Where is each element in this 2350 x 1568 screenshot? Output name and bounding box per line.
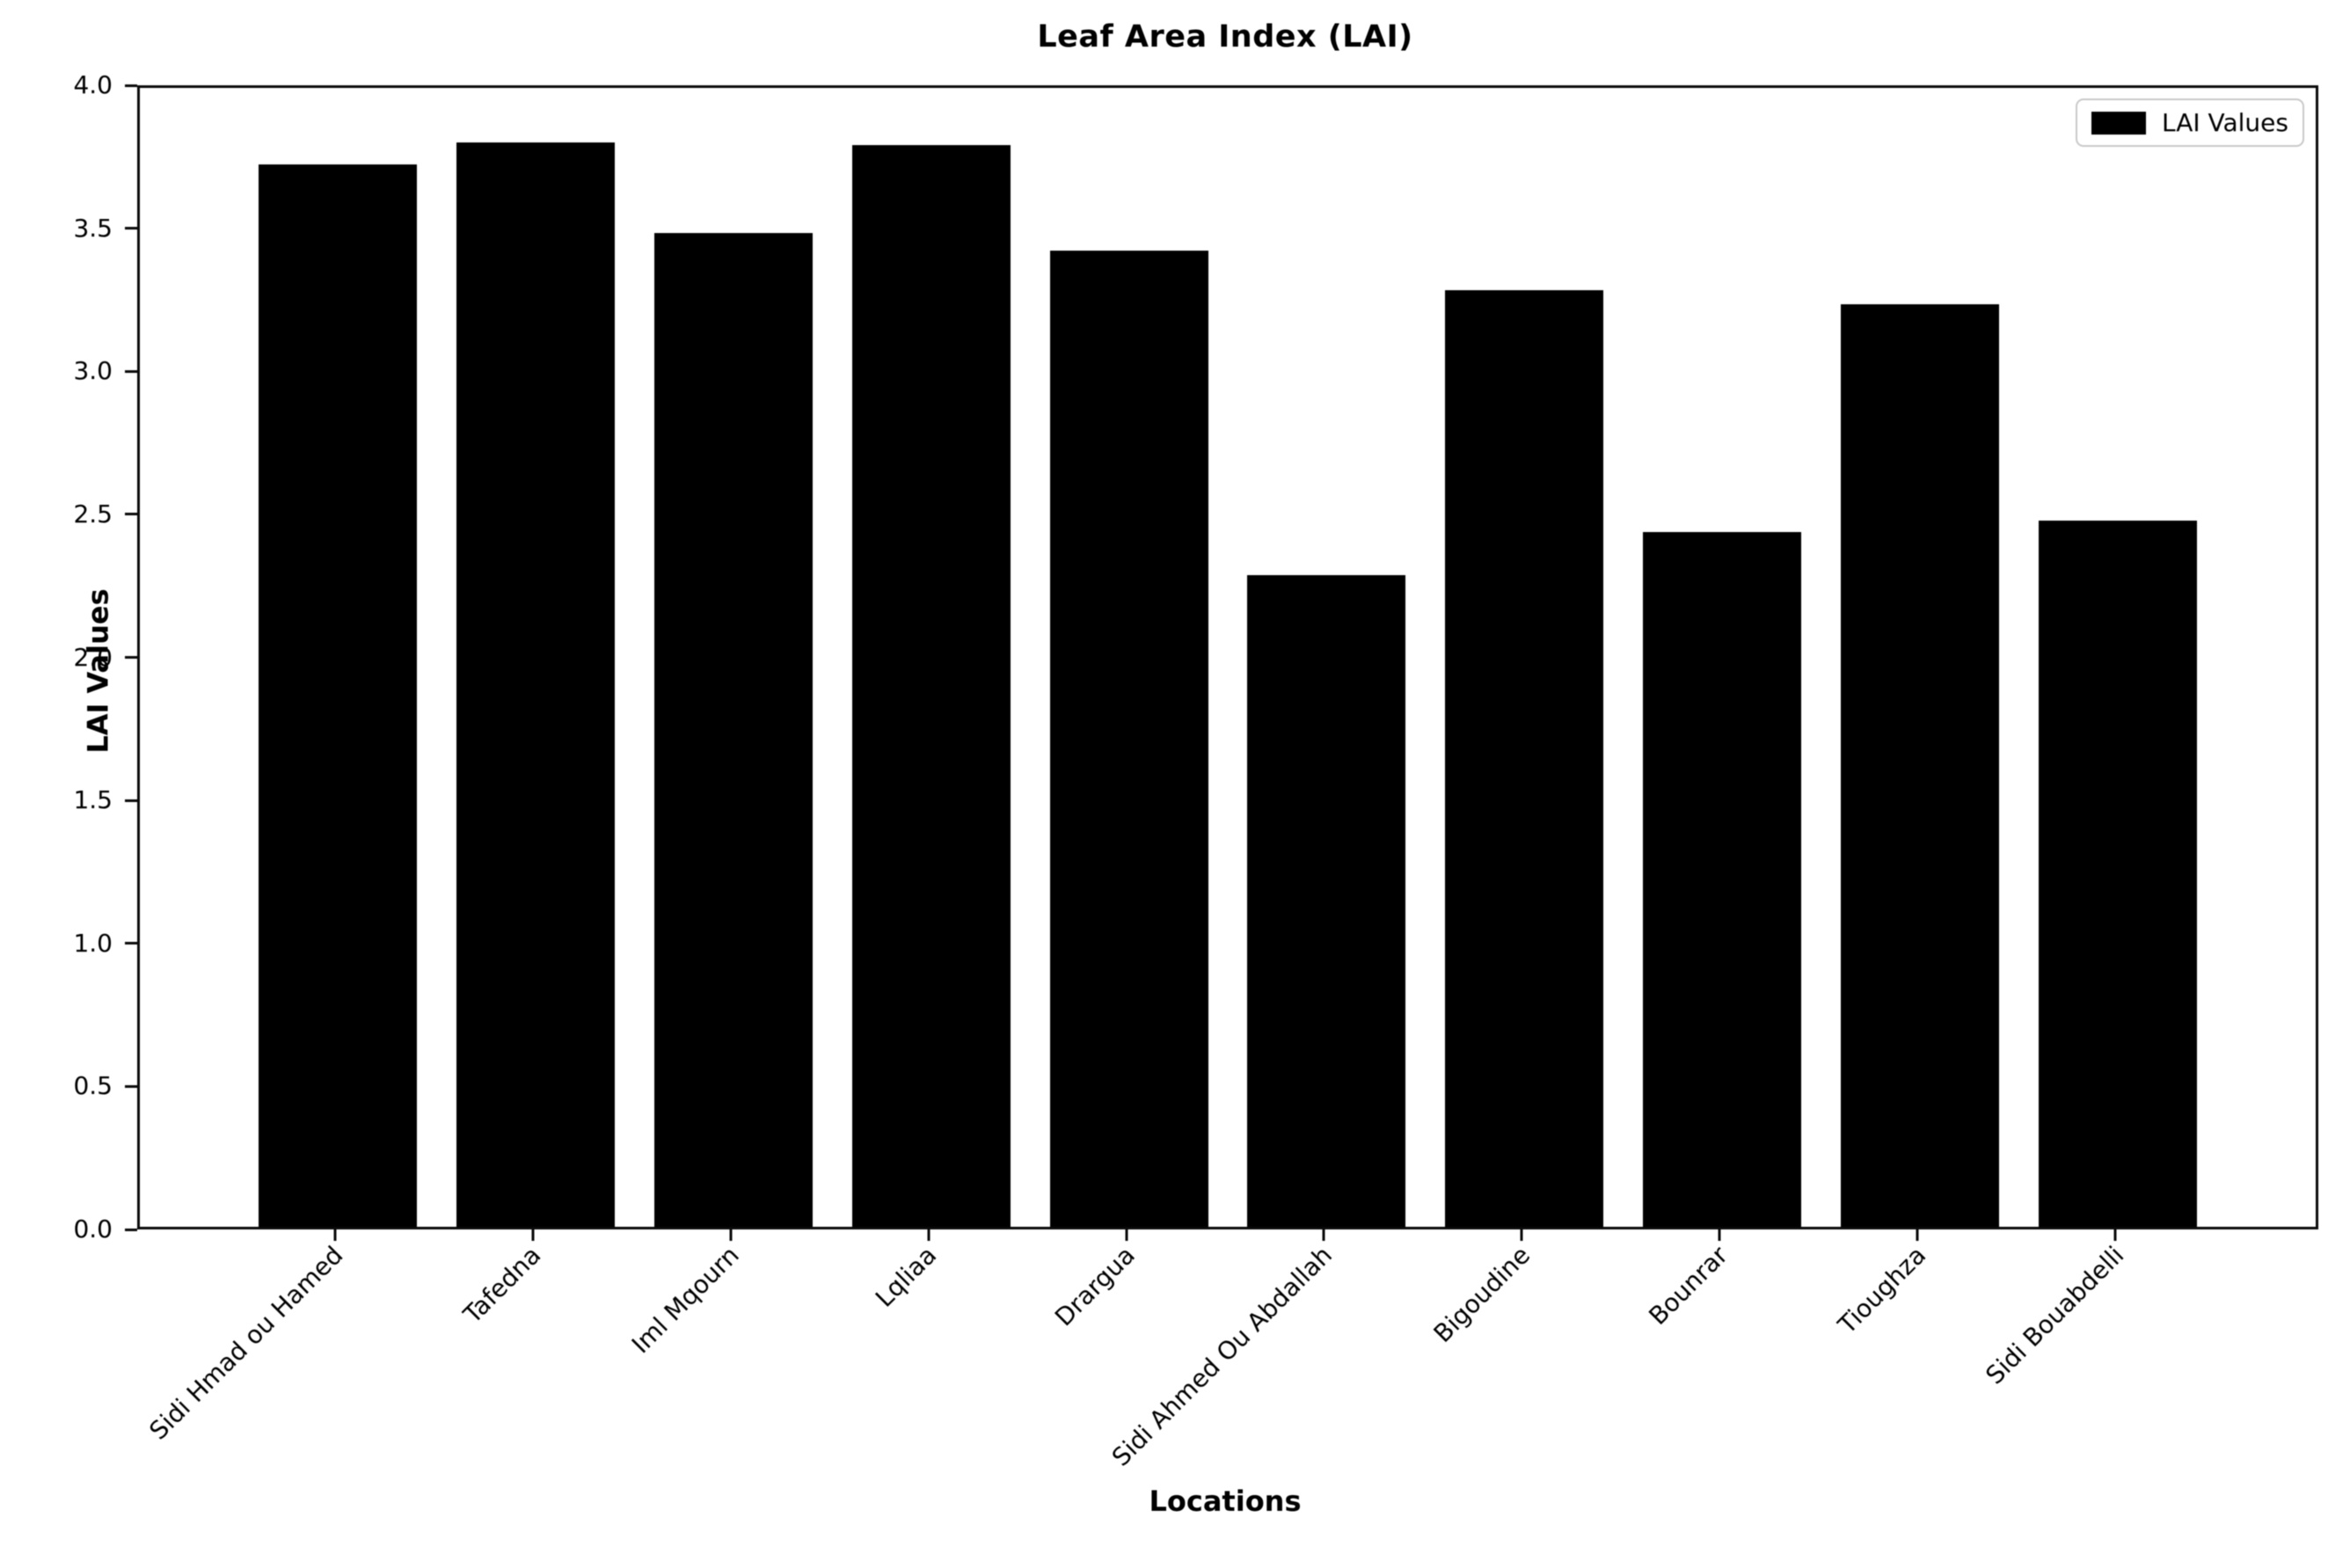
x-tick-mark bbox=[1718, 1229, 1721, 1241]
y-tick-mark bbox=[125, 227, 137, 230]
bar bbox=[851, 144, 1011, 1227]
bar bbox=[1049, 250, 1208, 1227]
y-tick-label: 3.0 bbox=[73, 356, 113, 386]
legend-label: LAI Values bbox=[2161, 108, 2288, 137]
x-tick-label: Bigoudine bbox=[1427, 1240, 1536, 1349]
y-tick-label: 2.5 bbox=[73, 499, 113, 529]
x-tick-mark bbox=[2113, 1229, 2117, 1241]
bar bbox=[1841, 304, 2000, 1227]
y-tick-mark bbox=[125, 942, 137, 945]
y-tick-label: 4.0 bbox=[73, 70, 113, 99]
bar bbox=[653, 233, 813, 1227]
bar bbox=[1643, 532, 1802, 1227]
y-tick-label: 2.0 bbox=[73, 642, 113, 672]
x-tick-label: Drargua bbox=[1048, 1240, 1141, 1332]
x-tick-label: Sidi Hmad ou Hamed bbox=[143, 1240, 349, 1446]
x-tick-mark bbox=[333, 1229, 337, 1241]
x-tick-label: Sidi Bouabdelli bbox=[1980, 1240, 2129, 1390]
y-tick-mark bbox=[125, 84, 137, 87]
y-tick-label: 1.0 bbox=[73, 928, 113, 958]
y-tick-label: 0.5 bbox=[73, 1071, 113, 1101]
x-tick-mark bbox=[1322, 1229, 1325, 1241]
y-tick-label: 1.5 bbox=[73, 785, 113, 815]
x-tick-label: Iml Mqourn bbox=[625, 1240, 745, 1360]
x-tick-mark bbox=[1520, 1229, 1523, 1241]
bar bbox=[1247, 574, 1406, 1227]
x-tick-label: Bounrar bbox=[1643, 1240, 1734, 1331]
x-tick-mark bbox=[927, 1229, 931, 1241]
bar bbox=[2039, 521, 2198, 1227]
x-tick-label: Lqliaa bbox=[870, 1240, 943, 1313]
bar bbox=[456, 142, 615, 1227]
x-tick-label: Tafedna bbox=[458, 1240, 547, 1330]
chart-title: Leaf Area Index (LAI) bbox=[1037, 19, 1413, 55]
x-axis-label: Locations bbox=[1149, 1484, 1302, 1518]
y-tick-mark bbox=[125, 369, 137, 373]
x-tick-label: Tioughza bbox=[1832, 1240, 1932, 1340]
bar bbox=[258, 164, 417, 1227]
legend-swatch bbox=[2091, 111, 2146, 135]
y-tick-mark bbox=[125, 799, 137, 802]
y-axis: 0.0 0.5 1.0 1.5 2.0 2.5 3.0 3.5 4.0 bbox=[0, 73, 137, 1242]
x-tick-mark bbox=[729, 1229, 733, 1241]
plot-area: LAI Values bbox=[137, 85, 2318, 1229]
y-tick-label: 3.5 bbox=[73, 213, 113, 243]
bar bbox=[1445, 289, 1604, 1227]
y-tick-mark bbox=[125, 1084, 137, 1088]
legend: LAI Values bbox=[2075, 98, 2304, 147]
y-tick-label: 0.0 bbox=[73, 1214, 113, 1243]
x-tick-mark bbox=[1916, 1229, 1919, 1241]
x-tick-label: Sidi Ahmed Ou Abdallah bbox=[1106, 1240, 1339, 1472]
y-tick-mark bbox=[125, 656, 137, 659]
x-tick-mark bbox=[531, 1229, 535, 1241]
bars-container bbox=[140, 88, 2316, 1227]
x-tick-mark bbox=[1125, 1229, 1128, 1241]
y-tick-mark bbox=[125, 513, 137, 516]
y-tick-mark bbox=[125, 1228, 137, 1231]
